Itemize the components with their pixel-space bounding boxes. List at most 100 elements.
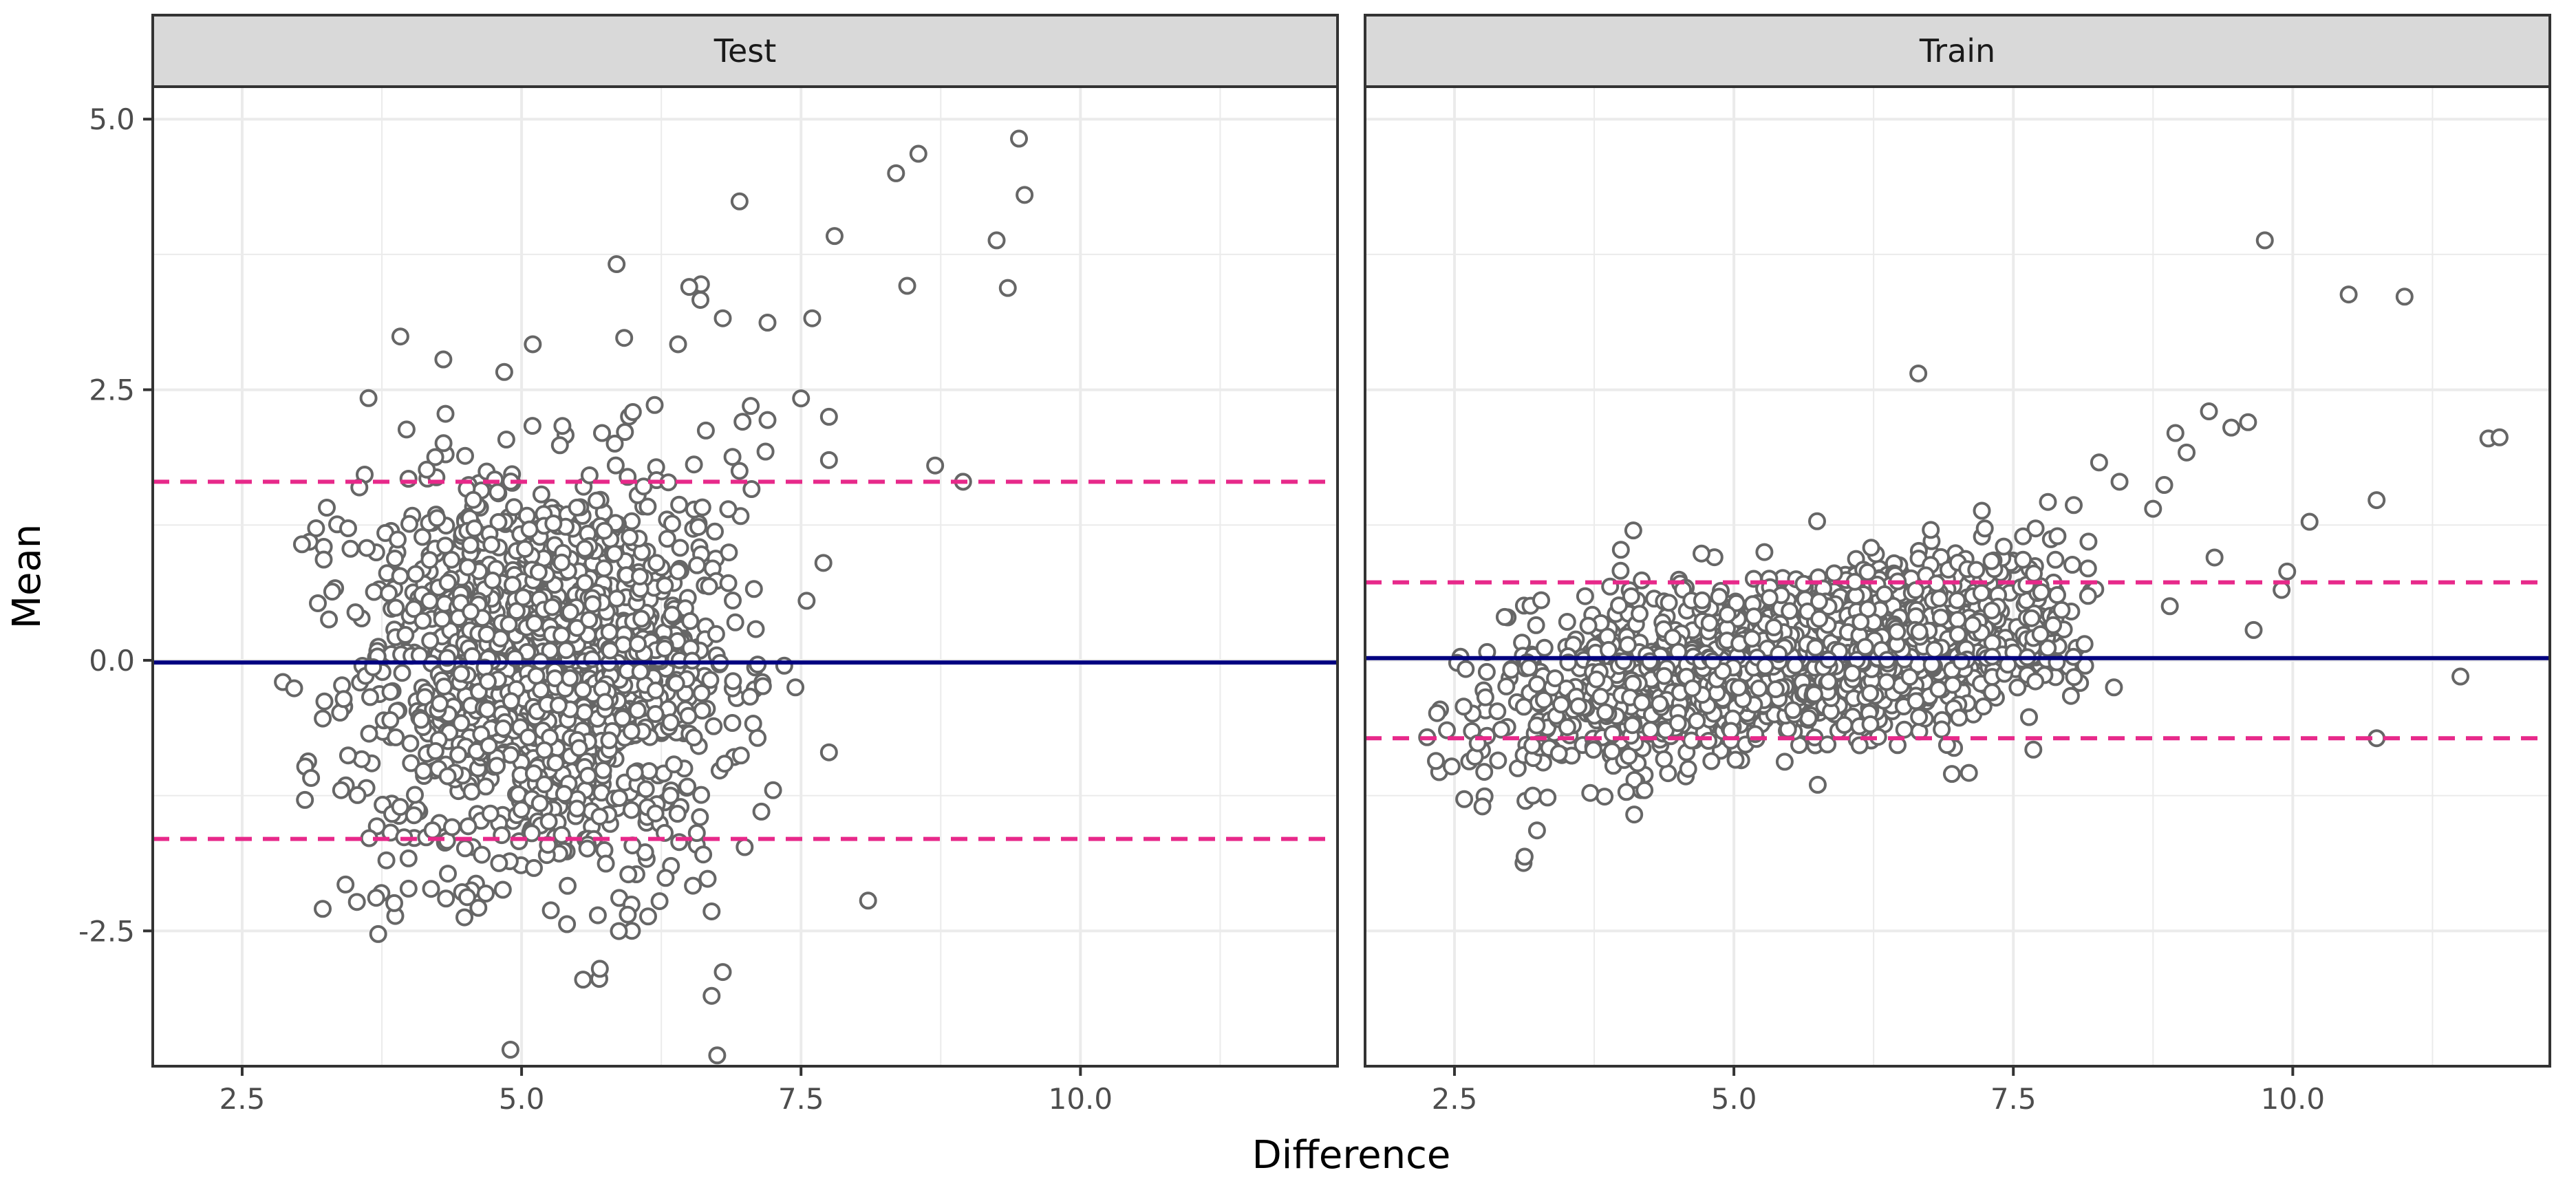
data-point (1584, 740, 1602, 759)
data-point (307, 519, 325, 537)
data-point (525, 858, 543, 877)
data-point (439, 865, 457, 883)
data-point (619, 865, 638, 884)
data-point (1457, 660, 1475, 678)
data-point (706, 522, 724, 541)
data-point (1576, 587, 1594, 605)
data-point (724, 592, 742, 609)
data-point-outlier (702, 902, 721, 920)
data-point (1596, 703, 1615, 722)
data-point (679, 706, 698, 725)
data-point (2025, 564, 2043, 583)
data-point (514, 588, 533, 607)
data-point (749, 728, 767, 747)
data-point (583, 595, 602, 614)
data-point (561, 669, 579, 687)
data-point-outlier (2205, 548, 2224, 567)
data-point (742, 480, 761, 498)
data-point (314, 550, 333, 569)
data-point-outlier (2255, 231, 2274, 250)
x-axis-title: Difference (1252, 1133, 1451, 1178)
data-point (309, 594, 327, 612)
data-point (634, 477, 653, 496)
data-point (1527, 821, 1546, 840)
data-point (1581, 783, 1600, 802)
data-point (1641, 721, 1660, 739)
data-point (387, 728, 405, 746)
data-point (1625, 805, 1644, 824)
data-point (399, 849, 418, 867)
data-point (332, 781, 350, 799)
data-point (544, 515, 563, 532)
strip-background-train (1364, 14, 2551, 88)
data-point (629, 635, 647, 653)
data-point (631, 662, 650, 681)
data-point (1520, 658, 1538, 677)
data-point (688, 556, 706, 574)
data-point (512, 801, 530, 819)
data-point-outlier (2160, 597, 2179, 616)
data-point (744, 715, 762, 733)
data-point (1929, 680, 1948, 699)
x-tick-label: 5.0 (1711, 1082, 1757, 1116)
data-point (1825, 564, 1843, 583)
data-point (570, 739, 588, 757)
data-point (1497, 677, 1516, 695)
data-point-outlier (2490, 428, 2509, 446)
data-point (605, 544, 624, 563)
data-point-outlier (2395, 288, 2414, 306)
data-point (631, 567, 649, 586)
data-point (1810, 592, 1828, 611)
data-point (1775, 753, 1794, 771)
data-point (2065, 496, 2083, 515)
data-point-outlier (730, 462, 749, 480)
data-point (1614, 652, 1633, 671)
data-point (292, 535, 311, 554)
data-point (2046, 550, 2065, 569)
data-point (596, 693, 614, 711)
data-point (529, 563, 548, 581)
data-point (656, 639, 674, 658)
data-point (1861, 684, 1880, 702)
data-point (318, 499, 336, 517)
data-point (632, 609, 651, 628)
data-point (574, 680, 592, 699)
data-point (1982, 552, 2001, 570)
data-point (2090, 453, 2108, 472)
data-point (1766, 680, 1785, 698)
data-point (700, 577, 718, 596)
data-point-outlier (2222, 418, 2241, 437)
data-point-outlier (859, 891, 877, 910)
data-point (1756, 657, 1774, 675)
data-point (435, 678, 453, 696)
data-point (552, 825, 571, 844)
x-tick-label: 10.0 (1049, 1082, 1113, 1116)
data-point (645, 396, 664, 414)
data-point (1843, 664, 1862, 682)
data-point (720, 543, 738, 562)
data-point (314, 900, 332, 918)
data-point-outlier (590, 960, 609, 978)
data-point-outlier (742, 397, 760, 415)
data-point (640, 762, 658, 780)
data-point (1765, 618, 1783, 636)
x-tick-label: 5.0 (499, 1082, 545, 1116)
data-point (1910, 708, 1929, 726)
data-point (348, 786, 367, 804)
data-point (449, 746, 468, 764)
data-point (543, 598, 561, 616)
data-point (386, 550, 404, 567)
data-point-outlier (1010, 129, 1029, 148)
data-point (421, 631, 440, 650)
reference-lines-test (153, 479, 1338, 841)
data-point (1489, 751, 1507, 770)
data-point (568, 799, 586, 818)
data-point (1819, 672, 1838, 691)
data-point (334, 690, 353, 709)
data-point-outlier (814, 554, 833, 572)
data-point (579, 766, 597, 785)
x-tick-label: 7.5 (1990, 1082, 2037, 1116)
data-point (522, 824, 541, 843)
data-point-outlier (2144, 499, 2162, 518)
data-point (456, 446, 474, 465)
